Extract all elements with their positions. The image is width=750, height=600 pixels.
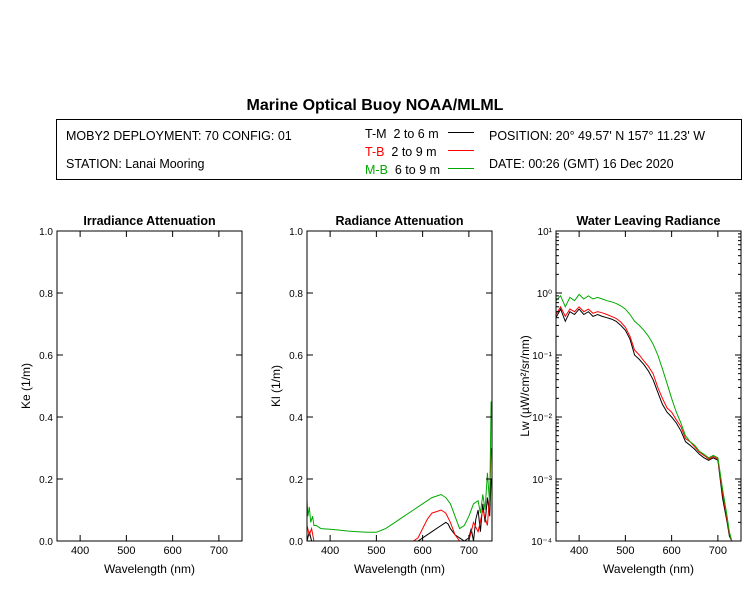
legend-name-mb: M-B [365, 163, 388, 177]
chart1-xlabel: Wavelength (nm) [354, 562, 445, 576]
legend-line-mb [448, 168, 474, 169]
chart0-xtick-label-1: 500 [117, 545, 135, 557]
position-text: POSITION: 20° 49.57' N 157° 11.23' W [489, 129, 706, 143]
chart0-xtick-label-3: 700 [210, 545, 228, 557]
legend-range-tm: 2 to 6 m [393, 127, 439, 141]
chart2-ytick-label-3: 10⁻¹ [532, 351, 552, 362]
chart0-xtick-label-2: 600 [163, 545, 181, 557]
legend-item-tb: T-B 2 to 9 m [365, 145, 437, 159]
chart2-ytick-label-5: 10¹ [538, 227, 553, 238]
chart1-xtick-label-0: 400 [321, 545, 339, 557]
chart1-ytick-label-5: 1.0 [289, 227, 303, 238]
chart0-ytick-label-5: 1.0 [39, 227, 53, 238]
legend-range-tb: 2 to 9 m [391, 145, 437, 159]
chart1-xtick-label-3: 700 [460, 545, 478, 557]
chart0-ytick-label-4: 0.8 [39, 289, 53, 300]
legend-line-tm [448, 132, 474, 133]
chart1-series-line-2 [307, 401, 492, 533]
legend-name-tm: T-M [365, 127, 387, 141]
chart2-xtick-label-1: 500 [616, 545, 634, 557]
chart0-xtick-label-0: 400 [71, 545, 89, 557]
chart2-xtick-label-3: 700 [709, 545, 727, 557]
chart1-xtick-label-2: 600 [413, 545, 431, 557]
chart2-ylabel: Lw (µW/cm²/sr/nm) [518, 335, 532, 437]
chart0-ylabel: Ke (1/m) [19, 363, 33, 409]
chart0-xlabel: Wavelength (nm) [104, 562, 195, 576]
chart2-ytick-label-2: 10⁻² [532, 413, 552, 424]
chart0-title: Irradiance Attenuation [83, 214, 215, 228]
date-text: DATE: 00:26 (GMT) 16 Dec 2020 [489, 157, 674, 171]
deployment-text: MOBY2 DEPLOYMENT: 70 CONFIG: 01 [66, 129, 292, 143]
chart0-ytick-label-0: 0.0 [39, 537, 53, 548]
chart0-ytick-label-2: 0.4 [39, 413, 53, 424]
chart2-ytick-label-4: 10⁰ [537, 289, 552, 300]
chart1-ylabel: Kl (1/m) [269, 365, 283, 407]
chart2-series-line-1 [556, 305, 733, 541]
chart2-title: Water Leaving Radiance [576, 214, 720, 228]
chart1-series-line-0 [307, 478, 492, 541]
page-title: Marine Optical Buoy NOAA/MLML [246, 97, 504, 114]
legend-item-mb: M-B 6 to 9 m [365, 163, 440, 177]
chart1-frame [306, 230, 493, 542]
chart2-xtick-label-2: 600 [662, 545, 680, 557]
chart1-ytick-label-3: 0.6 [289, 351, 303, 362]
chart2-series-line-2 [556, 293, 733, 541]
chart2-series-line-0 [556, 307, 733, 541]
chart2-xlabel: Wavelength (nm) [603, 562, 694, 576]
legend-name-tb: T-B [365, 145, 385, 159]
chart1-title: Radiance Attenuation [335, 214, 463, 228]
legend-line-tb [448, 150, 474, 151]
legend-range-mb: 6 to 9 m [394, 163, 441, 177]
chart2-frame [555, 230, 742, 542]
chart1-xtick-label-1: 500 [367, 545, 385, 557]
chart0-ytick-label-3: 0.6 [39, 351, 53, 362]
chart1-ytick-label-1: 0.2 [289, 475, 303, 486]
chart1-ytick-label-2: 0.4 [289, 413, 303, 424]
chart0-frame [56, 230, 243, 542]
chart2-ytick-label-1: 10⁻³ [532, 475, 552, 486]
chart1-ytick-label-0: 0.0 [289, 537, 303, 548]
chart0-ytick-label-1: 0.2 [39, 475, 53, 486]
chart1-ytick-label-4: 0.8 [289, 289, 303, 300]
chart2-xtick-label-0: 400 [570, 545, 588, 557]
chart2-ytick-label-0: 10⁻⁴ [531, 537, 552, 548]
info-box: MOBY2 DEPLOYMENT: 70 CONFIG: 01 STATION:… [56, 119, 742, 180]
chart1-series-line-1 [307, 447, 492, 541]
station-text: STATION: Lanai Mooring [66, 157, 205, 171]
legend-item-tm: T-M 2 to 6 m [365, 127, 439, 141]
